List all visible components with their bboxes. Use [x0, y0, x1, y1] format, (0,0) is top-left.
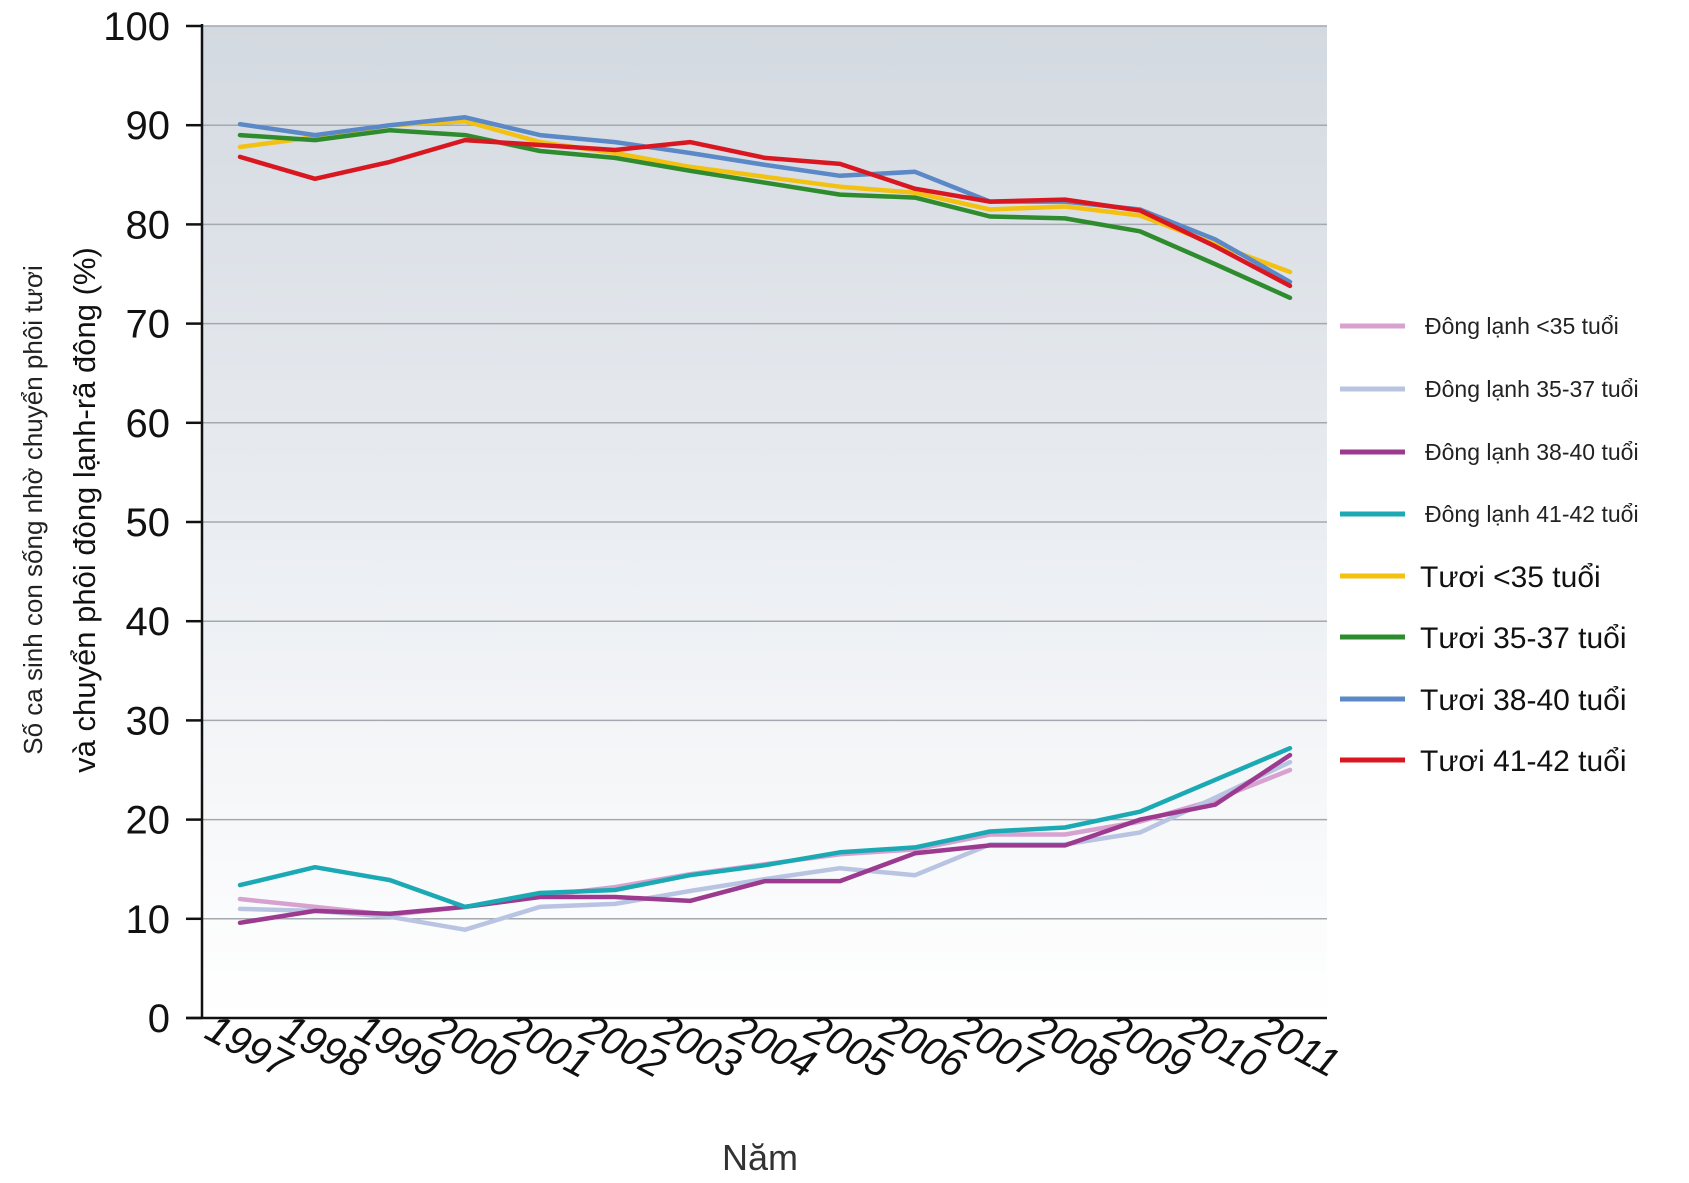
y-tick-label: 90 — [126, 104, 171, 148]
legend-label: Tươi 38-40 tuổi — [1420, 684, 1627, 717]
y-axis-label-line-1: Số ca sinh con sống nhờ chuyển phôi tươi — [18, 265, 48, 754]
series-lines — [237, 115, 1293, 932]
y-tick-label: 100 — [103, 5, 170, 49]
legend-label: Đông lạnh 35-37 tuổi — [1425, 376, 1639, 402]
y-axis-label-line-2: và chuyển phôi đông lạnh-rã đông (%) — [67, 247, 102, 773]
y-tick-label: 10 — [126, 898, 171, 942]
legend-label: Tươi <35 tuổi — [1420, 561, 1601, 594]
legend-label: Đông lạnh <35 tuổi — [1425, 313, 1619, 339]
series-line-3 — [237, 745, 1293, 910]
series-line-2 — [237, 752, 1293, 926]
y-tick-labels: 0 10 20 30 40 50 60 70 80 90 100 — [103, 5, 170, 1041]
y-tick-label: 80 — [126, 203, 171, 247]
legend-label: Tươi 41-42 tuổi — [1420, 745, 1627, 778]
legend-label: Đông lạnh 38-40 tuổi — [1425, 439, 1639, 465]
series-line-5 — [237, 127, 1293, 301]
x-axis-label: Năm — [722, 1137, 798, 1178]
y-tick-label: 60 — [126, 402, 171, 446]
y-tick-label: 40 — [126, 600, 171, 644]
axes — [186, 24, 1327, 1020]
y-tick-label: 30 — [126, 699, 171, 743]
y-tick-label: 20 — [126, 799, 171, 843]
series-line-7 — [237, 137, 1293, 289]
legend-label: Đông lạnh 41-42 tuổi — [1425, 501, 1639, 527]
legend: Đông lạnh <35 tuổi Đông lạnh 35-37 tuổi Đô… — [1340, 313, 1639, 778]
legend-label: Tươi 35-37 tuổi — [1420, 622, 1627, 655]
y-tick-label: 70 — [126, 303, 171, 347]
y-tick-label: 50 — [126, 501, 171, 545]
y-tick-label: 0 — [148, 997, 170, 1041]
